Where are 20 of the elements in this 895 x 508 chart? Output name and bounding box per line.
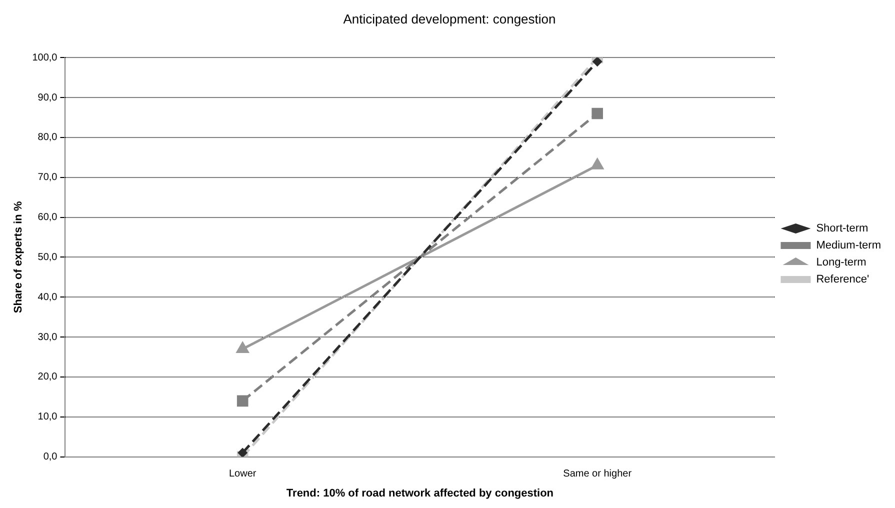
y-tick-label: 30,0 [38, 332, 58, 343]
y-tick-label: 0,0 [43, 452, 58, 463]
x-axis-title: Trend: 10% of road network affected by congestion [286, 487, 554, 500]
x-tick-label: Same or higher [563, 468, 632, 480]
y-tick-label: 70,0 [38, 172, 58, 184]
y-tick-label: 10,0 [38, 412, 58, 423]
chart-title: Anticipated development: congestion [343, 11, 556, 26]
legend-label: Reference' [816, 274, 870, 286]
legend-label: Long-term [816, 256, 866, 269]
y-tick-label: 60,0 [38, 212, 58, 224]
legend-label: Short-term [816, 222, 868, 235]
x-tick-label: Lower [228, 468, 257, 480]
y-tick-label: 20,0 [38, 372, 58, 383]
y-tick-label: 90,0 [38, 92, 58, 104]
y-tick-label: 50,0 [38, 252, 58, 263]
y-tick-label: 40,0 [38, 292, 58, 303]
y-tick-label: 80,0 [38, 132, 58, 144]
legend-label: Medium-term [816, 240, 882, 252]
y-tick-label: 100,0 [32, 52, 58, 64]
y-axis-title: Share of experts in % [12, 201, 25, 314]
